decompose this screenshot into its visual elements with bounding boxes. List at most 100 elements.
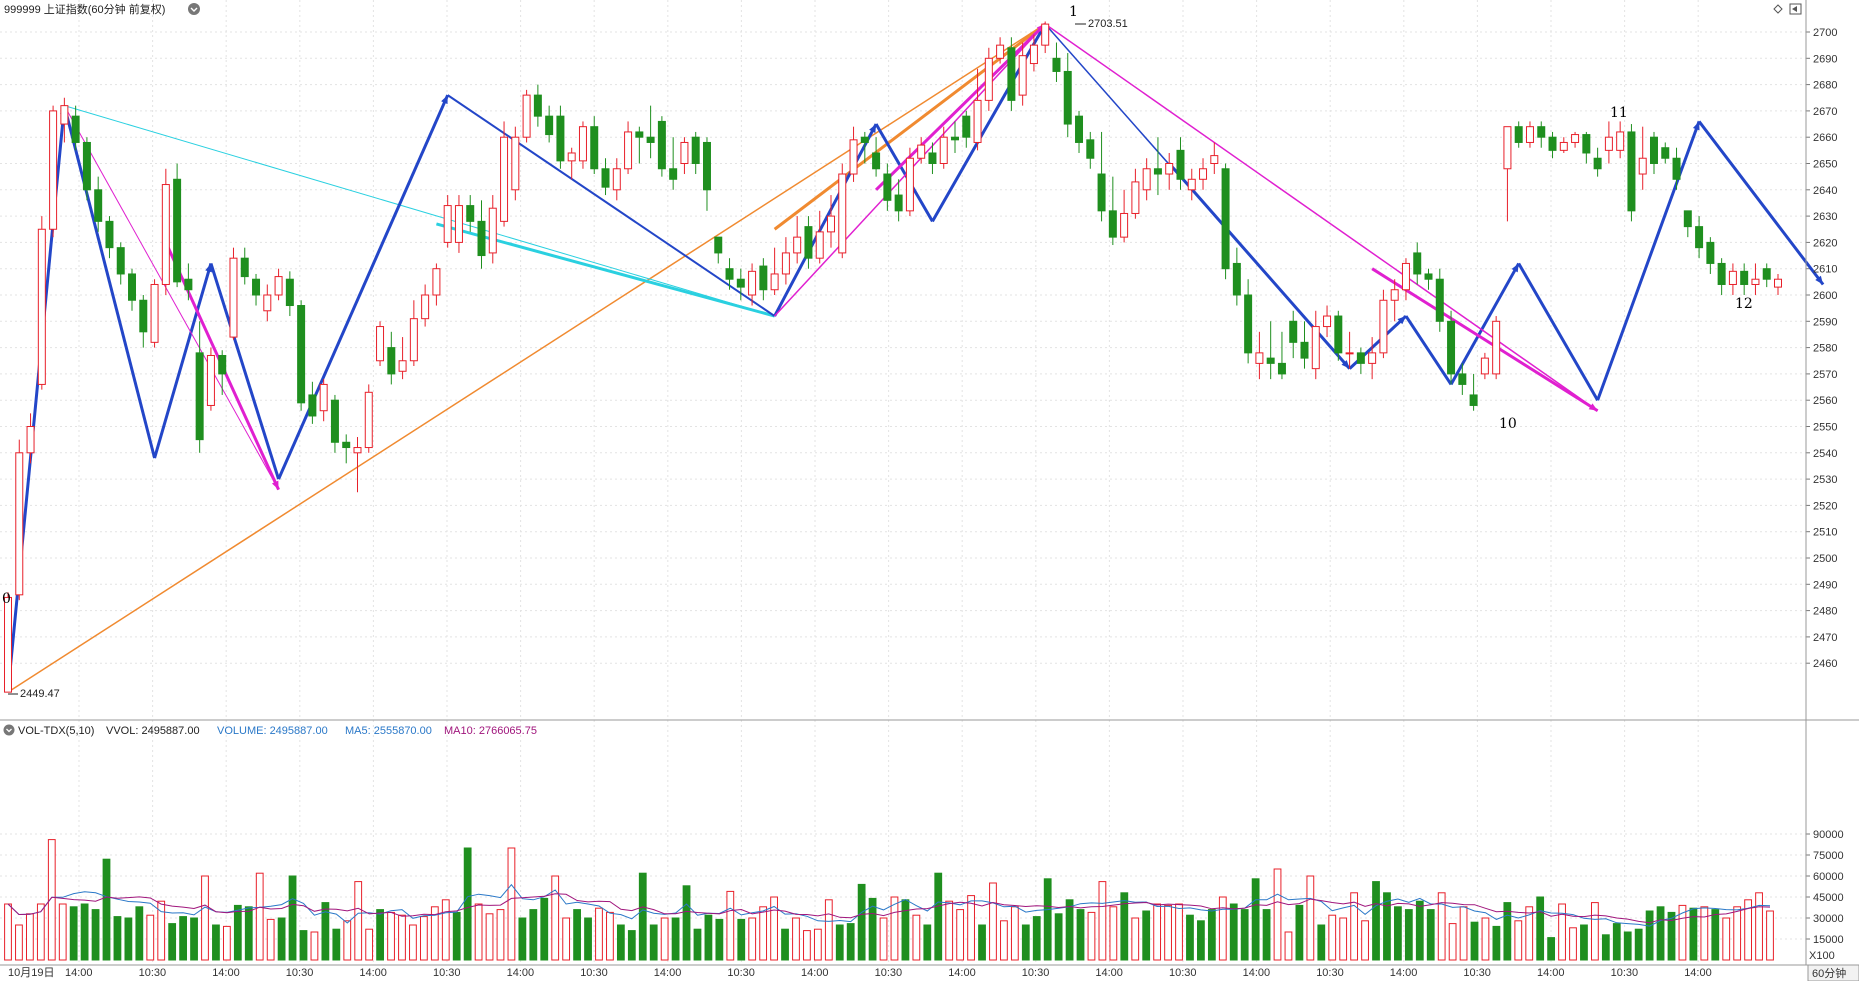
volume-bar <box>1295 904 1304 961</box>
volume-bar <box>387 911 395 961</box>
candle-body <box>1683 210 1692 228</box>
volume-bar <box>518 917 527 961</box>
x-tick-label: 14:00 <box>654 967 682 979</box>
volume-bar <box>1229 903 1238 961</box>
volume-bar <box>1142 910 1151 961</box>
wave-number: 0 <box>2 591 11 607</box>
candle <box>1447 310 1456 385</box>
candle <box>308 381 317 424</box>
candle-body <box>1063 70 1072 125</box>
y-tick-label: 2540 <box>1813 448 1837 460</box>
volume-bar <box>813 928 822 961</box>
candle-body <box>1582 134 1591 154</box>
volume-bar <box>496 909 505 961</box>
candle-body <box>26 426 35 454</box>
candle-body <box>1018 55 1027 96</box>
vol-y-tick-label: 90000 <box>1813 829 1844 841</box>
candle <box>4 592 12 693</box>
volume-bar <box>15 924 23 961</box>
y-tick-label: 2610 <box>1813 264 1837 276</box>
y-tick-label: 2620 <box>1813 237 1837 249</box>
candle-body <box>714 236 723 254</box>
candle-body <box>759 265 768 291</box>
wave-arrow-head <box>1341 360 1350 369</box>
candle-body <box>71 115 80 143</box>
candle-body <box>139 299 148 333</box>
candle <box>736 268 745 301</box>
volume-bar <box>1284 931 1293 961</box>
candle-body <box>635 131 644 138</box>
wave-arrow <box>1697 120 1825 286</box>
x-tick-label: 14:00 <box>1537 967 1565 979</box>
x-tick-label: 10:30 <box>875 967 903 979</box>
y-tick-label: 2670 <box>1813 106 1837 118</box>
volume-bar <box>222 925 231 961</box>
magenta-arrow <box>875 23 1047 191</box>
collapse-icon[interactable] <box>3 724 15 736</box>
volume-bar <box>1306 875 1315 961</box>
candle-body <box>1514 126 1523 143</box>
candle <box>1232 247 1241 306</box>
volume-indicator-label: VOL-TDX(5,10) <box>18 725 94 737</box>
candle-body <box>1559 141 1568 151</box>
candle <box>849 126 858 182</box>
orange-trendline <box>7 23 1046 693</box>
candle-body <box>1052 57 1061 72</box>
volume-bar <box>715 918 724 961</box>
volume-value: VOLUME: 2495887.00 <box>217 725 328 737</box>
candle <box>488 195 497 264</box>
settings-icon[interactable] <box>188 3 200 15</box>
candle <box>1153 137 1162 196</box>
period-button[interactable]: 60分钟 <box>1807 964 1859 981</box>
candle <box>556 105 565 169</box>
candle <box>1244 279 1253 364</box>
volume-bar <box>868 897 877 961</box>
candle-body <box>973 99 982 143</box>
candle <box>1672 147 1681 190</box>
candle <box>1593 147 1602 177</box>
y-tick-label: 2590 <box>1813 316 1837 328</box>
candle <box>1063 53 1072 138</box>
vol-y-tick-label: 60000 <box>1813 871 1844 883</box>
x-tick-label: 14:00 <box>65 967 93 979</box>
candle-body <box>421 294 430 320</box>
candle <box>1717 258 1726 295</box>
candle-body <box>905 157 914 212</box>
volume-bar <box>463 847 472 961</box>
volume-bar <box>1273 868 1282 961</box>
volume-bar <box>1612 923 1621 961</box>
x-tick-label: 10:30 <box>286 967 314 979</box>
candle <box>996 37 1005 64</box>
candle <box>1582 131 1591 164</box>
candle-body <box>1120 212 1129 238</box>
candle-body <box>815 231 824 259</box>
candle-body <box>1289 320 1298 343</box>
y-tick-label: 2470 <box>1813 632 1837 644</box>
volume-bar <box>1197 920 1205 961</box>
volume-bar <box>649 924 658 961</box>
y-tick-label: 2690 <box>1813 53 1837 65</box>
candle <box>1323 305 1332 338</box>
x-tick-label: 14:00 <box>1390 967 1418 979</box>
volume-bar <box>595 907 603 961</box>
candle-body <box>826 215 835 233</box>
candle-body <box>1695 226 1704 249</box>
candle-body <box>466 205 475 222</box>
magenta-arrow-head <box>271 480 279 490</box>
candle-body <box>1672 157 1681 180</box>
volume-bar <box>47 839 56 961</box>
candle-body <box>872 152 881 170</box>
volume-bar <box>310 931 319 961</box>
volume-bar <box>978 924 986 961</box>
candle-body <box>263 294 272 312</box>
candle-body <box>252 278 261 296</box>
candle <box>838 163 847 259</box>
y-tick-label: 2600 <box>1813 290 1837 302</box>
candle <box>387 331 396 385</box>
diamond-icon[interactable] <box>1773 4 1783 14</box>
candle-body <box>1165 163 1174 175</box>
expand-icon[interactable] <box>1789 3 1802 15</box>
volume-bar <box>912 914 921 961</box>
candle-body <box>804 226 813 259</box>
